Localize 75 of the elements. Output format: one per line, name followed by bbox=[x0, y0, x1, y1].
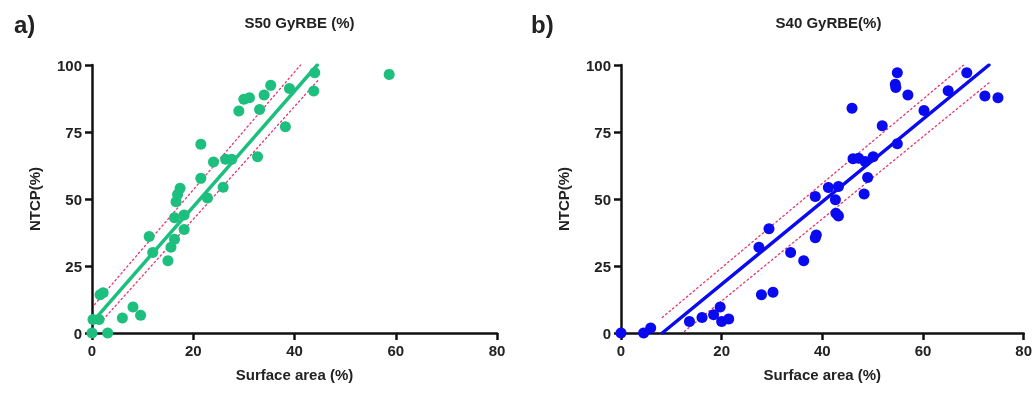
point bbox=[169, 233, 181, 245]
point bbox=[308, 85, 320, 97]
point bbox=[217, 181, 229, 193]
chart-title: S40 GyRBE(%) bbox=[775, 14, 882, 31]
text: a) bbox=[14, 10, 36, 38]
point bbox=[279, 121, 291, 133]
point bbox=[174, 182, 186, 194]
point bbox=[708, 309, 720, 321]
text: b) bbox=[531, 10, 554, 38]
x-tick-label: 0 bbox=[87, 342, 97, 359]
x-tick-label: 20 bbox=[184, 342, 202, 359]
point bbox=[785, 247, 797, 259]
x-tick-label: 40 bbox=[286, 342, 303, 359]
y-tick-label: 100 bbox=[56, 56, 82, 74]
chart-title: S50 GyRBE (%) bbox=[244, 14, 355, 31]
y-tick-label: 0 bbox=[73, 324, 82, 342]
point bbox=[767, 286, 779, 298]
y-tick-label: 50 bbox=[594, 190, 611, 208]
point bbox=[258, 89, 270, 101]
point bbox=[233, 105, 245, 117]
point bbox=[265, 79, 277, 91]
point bbox=[102, 327, 114, 339]
y-axis-title: NTCP(%) bbox=[26, 166, 43, 232]
point bbox=[891, 67, 903, 79]
y-tick-label: 100 bbox=[585, 56, 611, 74]
point bbox=[862, 172, 874, 184]
y-tick-label: 25 bbox=[594, 257, 611, 275]
point bbox=[645, 322, 657, 334]
point bbox=[876, 120, 888, 132]
point bbox=[135, 309, 147, 321]
y-tick-label: 75 bbox=[65, 123, 82, 141]
point bbox=[918, 105, 930, 117]
point bbox=[696, 311, 708, 323]
y-axis-title: NTCP(%) bbox=[555, 166, 572, 232]
x-tick-label: 0 bbox=[616, 342, 626, 359]
y-tick-label: 0 bbox=[602, 324, 611, 342]
point bbox=[714, 301, 726, 313]
x-tick-label: 20 bbox=[713, 342, 731, 359]
point bbox=[178, 224, 190, 236]
point bbox=[252, 151, 264, 163]
y-tick-label: 50 bbox=[65, 190, 82, 208]
point bbox=[798, 255, 810, 267]
point bbox=[992, 92, 1004, 104]
x-tick-label: 80 bbox=[1015, 342, 1032, 359]
point bbox=[723, 313, 735, 325]
x-tick-label: 40 bbox=[813, 342, 831, 359]
point bbox=[809, 191, 821, 203]
point bbox=[195, 172, 207, 184]
point bbox=[763, 223, 775, 235]
x-tick-label: 60 bbox=[914, 342, 932, 359]
point bbox=[208, 156, 219, 168]
point bbox=[683, 315, 695, 327]
point bbox=[755, 289, 767, 301]
y-tick-label: 25 bbox=[65, 257, 82, 275]
point bbox=[169, 212, 181, 224]
point bbox=[383, 68, 395, 80]
point bbox=[942, 85, 954, 97]
point bbox=[822, 181, 834, 193]
point bbox=[829, 194, 841, 206]
point bbox=[162, 255, 174, 267]
point bbox=[858, 188, 870, 200]
point bbox=[254, 103, 266, 115]
point bbox=[846, 102, 858, 114]
x-tick-label: 60 bbox=[387, 342, 405, 359]
point bbox=[195, 138, 207, 150]
y-tick-label: 75 bbox=[594, 123, 611, 141]
x-tick-label: 80 bbox=[488, 342, 506, 359]
point bbox=[902, 89, 914, 101]
point bbox=[127, 301, 139, 313]
point bbox=[143, 231, 155, 243]
point bbox=[116, 312, 128, 324]
x-axis-title: Surface area (%) bbox=[235, 366, 354, 383]
x-axis-title: Surface area (%) bbox=[763, 366, 882, 383]
point bbox=[979, 90, 991, 102]
point bbox=[961, 67, 973, 79]
